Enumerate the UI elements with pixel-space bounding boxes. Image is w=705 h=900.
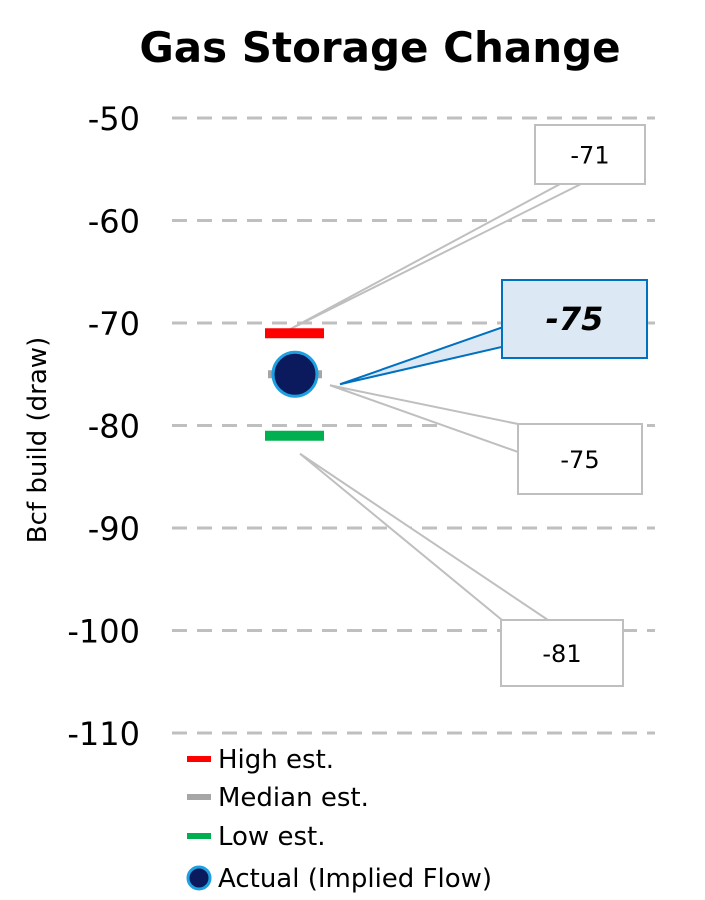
- callout-actual-label: -75: [546, 300, 604, 338]
- callout-low-est-label: -81: [542, 640, 581, 668]
- callout-leaders: [287, 182, 584, 621]
- high-est-marker: [265, 328, 324, 339]
- legend-label: Actual (Implied Flow): [218, 864, 492, 894]
- y-tick-label: -100: [67, 613, 140, 651]
- y-tick-label: -90: [88, 510, 140, 548]
- y-axis-ticks: -50 -60 -70 -80 -90 -100 -110: [67, 100, 140, 753]
- callout-low-est-box: [500, 619, 624, 687]
- legend-swatch-0: [187, 756, 211, 762]
- leader-low-est: [299, 452, 552, 621]
- legend-swatch-2: [187, 833, 211, 839]
- y-axis-label: Bcf build (draw): [23, 337, 53, 543]
- legend: High est. Median est. Low est. Actual (Impl…: [186, 745, 492, 894]
- legend-swatch-1: [187, 794, 211, 800]
- actual-implied-flow-marker: [271, 350, 319, 398]
- y-tick-label: -80: [88, 408, 140, 446]
- callout-high-est-box: [534, 124, 646, 185]
- data-label-callouts: -71 -75 -75 -81: [500, 124, 648, 687]
- callout-median-est-box: [517, 423, 643, 495]
- leader-actual: [339, 324, 507, 386]
- callout-high-est-label: -71: [570, 142, 609, 170]
- y-tick-label: -50: [88, 100, 140, 138]
- legend-label: Low est.: [218, 822, 325, 852]
- leader-median-est: [329, 384, 519, 454]
- low-est-marker: [265, 430, 324, 441]
- chart-title: Gas Storage Change: [139, 23, 620, 72]
- callout-median-est-label: -75: [560, 446, 599, 474]
- y-tick-label: -60: [88, 203, 140, 241]
- legend-label: High est.: [218, 745, 334, 775]
- legend-label: Median est.: [218, 783, 369, 813]
- y-tick-label: -110: [67, 715, 140, 753]
- y-tick-label: -70: [88, 305, 140, 343]
- callout-actual-box: [501, 279, 648, 359]
- series-marks: [265, 328, 324, 441]
- legend-swatch-actual: [186, 865, 212, 891]
